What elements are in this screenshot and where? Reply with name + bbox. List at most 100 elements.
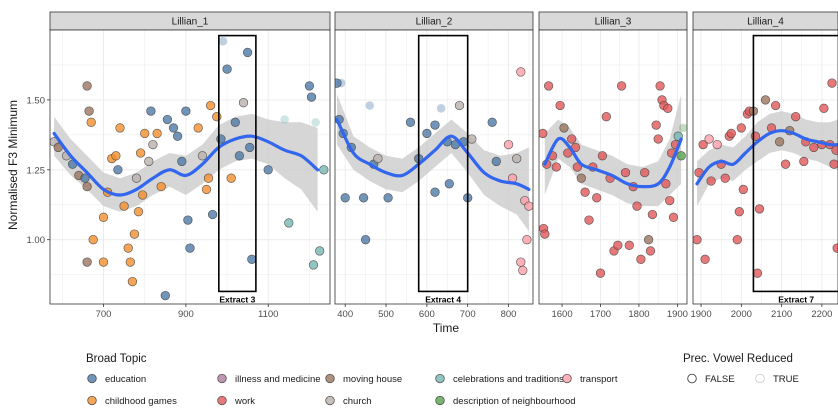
data-point-work: [720, 173, 730, 183]
legend-topic-title: Broad Topic: [86, 353, 147, 365]
legend-label-church: church: [343, 396, 372, 407]
x-tick-label: 600: [419, 309, 435, 320]
data-point-moving-house: [559, 123, 569, 133]
data-point-education: [430, 120, 440, 130]
data-point-childhood-games: [135, 148, 146, 158]
data-point-work: [809, 142, 819, 153]
data-point-work: [636, 254, 646, 264]
data-point-education: [146, 106, 156, 116]
legend-key-reduced-true: [755, 373, 765, 384]
data-point-childhood-games: [193, 123, 203, 133]
data-point-childhood-games: [111, 151, 121, 161]
x-tick-label: 700: [96, 309, 112, 320]
data-point-transport: [516, 257, 526, 267]
legend-key-celebrations-and-traditions: [435, 373, 445, 384]
x-tick-label: 900: [178, 309, 194, 320]
data-point-work: [832, 243, 838, 253]
y-tick-label: 1.25: [27, 165, 46, 176]
data-point-childhood-games: [119, 201, 129, 211]
x-tick-label: 1600: [551, 309, 572, 320]
data-point-work: [819, 103, 829, 113]
smooth-line: [335, 117, 531, 191]
x-tick-label: 1100: [258, 309, 278, 320]
extract-box: [218, 34, 257, 293]
data-point-work: [597, 151, 608, 161]
facet-strip-label: Lillian_2: [416, 17, 453, 28]
data-point-work: [616, 81, 627, 91]
data-point-education: [216, 134, 226, 144]
data-point-education: [263, 165, 273, 175]
data-point-work: [655, 81, 665, 91]
data-point-work: [736, 123, 746, 133]
data-point-education: [430, 187, 440, 197]
data-point-work: [651, 120, 661, 130]
panel-plot-area: [50, 30, 330, 304]
data-point-church: [148, 139, 158, 150]
data-point-moving-house: [643, 235, 654, 245]
data-point-childhood-games: [125, 257, 135, 267]
data-point-childhood-games: [129, 229, 140, 239]
legend-key-education: [87, 373, 97, 384]
data-point-church: [144, 156, 154, 167]
data-point-description-of-neighbourhood: [676, 151, 686, 161]
x-tick-label: 400: [337, 309, 353, 320]
x-axis-title: Time: [433, 321, 460, 335]
legend-label-education: education: [105, 374, 146, 385]
panel-lillian-4: Lillian_4 Extract 7 1900 2000 2100 2200: [690, 11, 838, 320]
panel-plot-area: [539, 30, 687, 304]
data-point-work: [543, 81, 554, 91]
data-point-work: [700, 254, 710, 264]
data-point-education: [177, 156, 187, 167]
panel-border: [692, 29, 838, 305]
data-point-education: [183, 215, 193, 225]
panel-lillian-2: Lillian_2 Extract 4 400 500 600 700 800: [334, 11, 534, 320]
legend-label-description-of-neighbourhood: description of neighbourhood: [453, 396, 576, 407]
data-point-church: [512, 153, 522, 164]
panel-lillian-1: Lillian_1 Extract 3 700 900 1100: [49, 11, 331, 320]
data-point-transport: [518, 265, 528, 276]
facet-strip-label: Lillian_4: [747, 17, 784, 28]
data-point-education: [383, 193, 393, 203]
data-point-education: [168, 123, 179, 133]
data-point-work: [665, 195, 675, 206]
data-point-work: [732, 235, 742, 245]
data-point-work: [647, 209, 658, 220]
data-point-education: [365, 101, 375, 110]
legend-label-celebrations-and-traditions: celebrations and traditions: [453, 374, 564, 385]
y-axis: 1.00 1.25 1.50: [27, 95, 50, 246]
data-point-education: [185, 243, 195, 253]
x-tick-label: 800: [501, 309, 517, 320]
data-point-transport: [522, 235, 532, 245]
legend-label-reduced-false: FALSE: [705, 374, 735, 385]
data-point-work: [539, 128, 548, 139]
panel-lillian-3: Lillian_3 1600 1700 1800 1900: [538, 11, 688, 320]
data-point-education: [358, 193, 369, 203]
legend-label-illness-and-medicine: illness and medicine: [235, 374, 321, 385]
data-point-childhood-games: [212, 112, 222, 122]
data-point-work: [799, 156, 809, 167]
data-point-work: [540, 229, 550, 239]
data-point-education: [181, 106, 191, 116]
data-point-work: [706, 176, 716, 186]
legend-label-transport: transport: [580, 374, 618, 385]
legend-key-work: [217, 395, 227, 406]
data-point-education: [247, 254, 257, 264]
legend-key-illness-and-medicine: [217, 373, 227, 384]
data-point-celebrations-and-traditions: [319, 165, 329, 175]
data-point-childhood-games: [123, 243, 133, 253]
data-point-childhood-games: [201, 184, 212, 195]
data-point-celebrations-and-traditions: [311, 118, 320, 127]
extract-box: [417, 34, 469, 293]
x-tick-label: 2200: [811, 309, 832, 320]
data-point-work: [592, 193, 602, 203]
data-point-work: [567, 134, 577, 144]
data-point-work: [752, 268, 763, 278]
extract-box: [752, 34, 838, 293]
legend-key-moving-house: [325, 373, 335, 384]
x-tick-label: 1900: [690, 309, 711, 320]
panel-border: [538, 29, 688, 305]
data-point-church: [373, 153, 383, 164]
data-point-education: [491, 156, 501, 167]
data-point-work: [580, 187, 590, 197]
legend-key-transport: [562, 373, 572, 384]
